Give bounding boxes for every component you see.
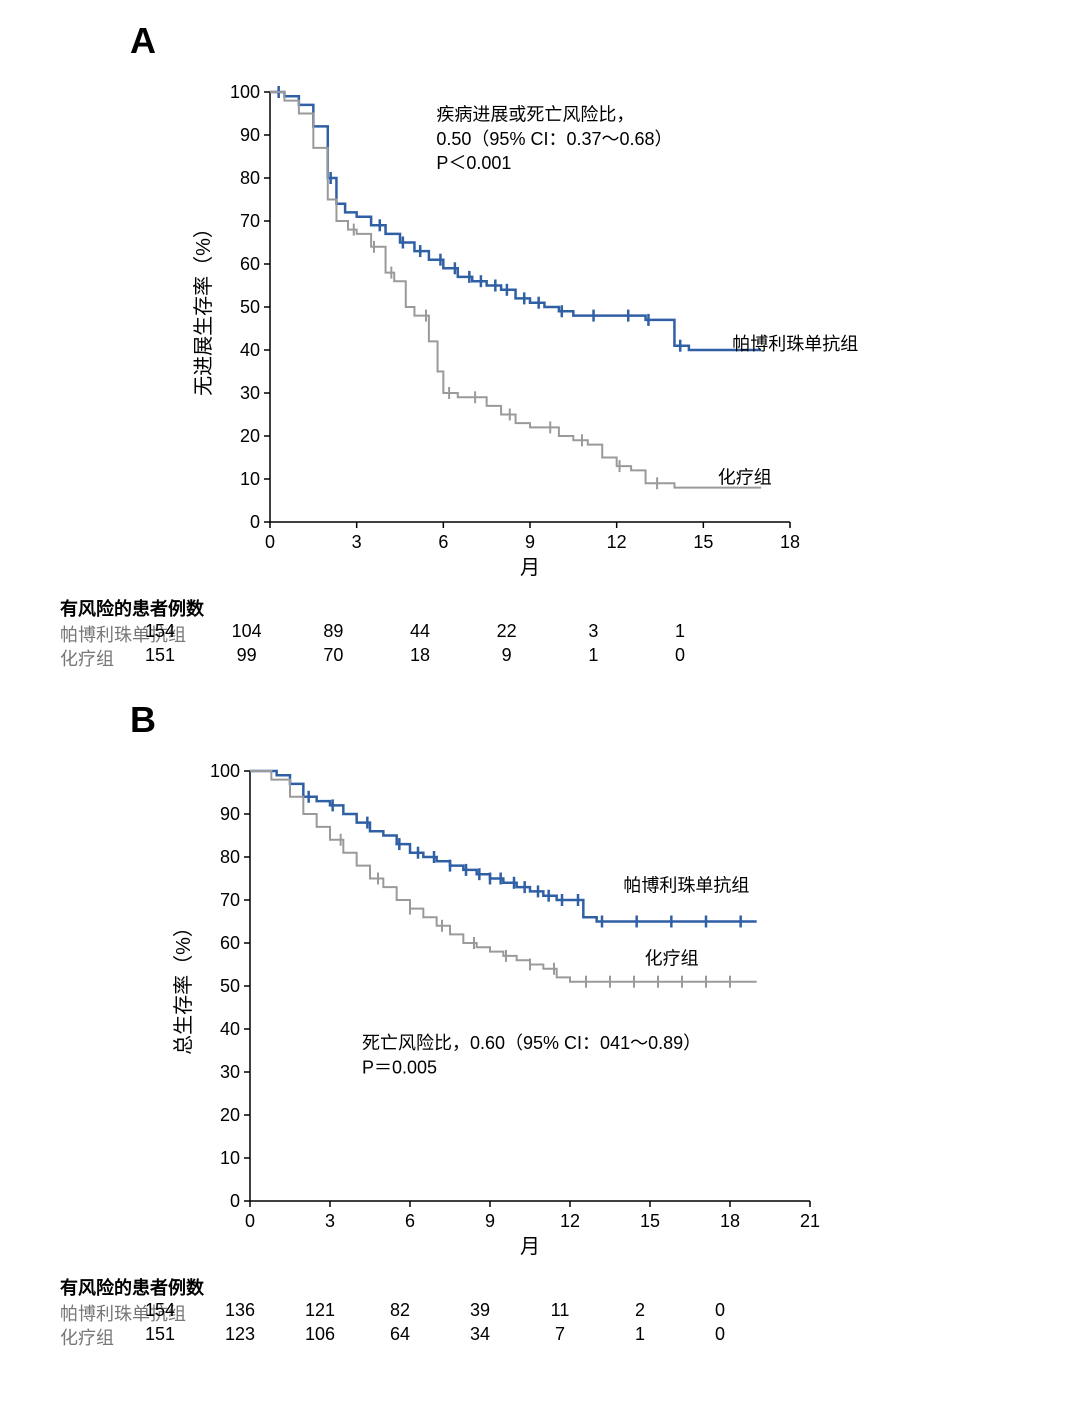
svg-text:月: 月 <box>520 1236 540 1258</box>
svg-text:帕博利珠单抗组: 帕博利珠单抗组 <box>623 875 749 895</box>
svg-text:20: 20 <box>240 426 260 446</box>
risk-cell: 2 <box>635 1300 645 1321</box>
svg-text:30: 30 <box>220 1062 240 1082</box>
svg-text:12: 12 <box>607 532 627 552</box>
svg-text:疾病进展或死亡风险比，: 疾病进展或死亡风险比， <box>436 105 634 125</box>
risk-row-label: 化疗组 <box>60 1324 114 1350</box>
svg-text:无进展生存率（%）: 无进展生存率（%） <box>192 218 215 396</box>
svg-text:10: 10 <box>240 469 260 489</box>
risk-cell: 64 <box>390 1324 410 1345</box>
risk-cell: 154 <box>145 1300 175 1321</box>
risk-cell: 9 <box>502 645 512 666</box>
panel-a: A 01020304050607080901000369121518月无进展生存… <box>40 20 1040 669</box>
svg-text:帕博利珠单抗组: 帕博利珠单抗组 <box>732 334 858 354</box>
svg-text:60: 60 <box>220 933 240 953</box>
svg-text:0: 0 <box>230 1191 240 1211</box>
risk-cell: 0 <box>715 1324 725 1345</box>
svg-text:21: 21 <box>800 1211 820 1231</box>
risk-cell: 34 <box>470 1324 490 1345</box>
risk-table-title: 有风险的患者例数 <box>60 1274 860 1300</box>
svg-text:40: 40 <box>240 340 260 360</box>
svg-text:60: 60 <box>240 254 260 274</box>
svg-text:6: 6 <box>405 1211 415 1231</box>
risk-table-row: 帕博利珠单抗组15413612182391120 <box>40 1300 860 1324</box>
risk-cell: 44 <box>410 621 430 642</box>
risk-cell: 18 <box>410 645 430 666</box>
svg-text:40: 40 <box>220 1019 240 1039</box>
svg-text:100: 100 <box>230 82 260 102</box>
panel-a-risk-table: 有风险的患者例数帕博利珠单抗组15410489442231化疗组15199701… <box>40 595 820 669</box>
risk-cell: 1 <box>675 621 685 642</box>
risk-cell: 70 <box>323 645 343 666</box>
risk-cell: 7 <box>555 1324 565 1345</box>
svg-text:90: 90 <box>240 125 260 145</box>
svg-text:70: 70 <box>240 211 260 231</box>
svg-text:0: 0 <box>265 532 275 552</box>
risk-cell: 121 <box>305 1300 335 1321</box>
panel-b-label: B <box>130 699 1040 741</box>
risk-cell: 11 <box>551 1300 570 1321</box>
svg-text:月: 月 <box>520 557 540 579</box>
risk-cell: 22 <box>497 621 517 642</box>
risk-cell: 1 <box>635 1324 645 1345</box>
svg-text:9: 9 <box>525 532 535 552</box>
risk-cell: 106 <box>305 1324 335 1345</box>
risk-cell: 104 <box>232 621 262 642</box>
svg-text:90: 90 <box>220 804 240 824</box>
svg-text:18: 18 <box>780 532 800 552</box>
svg-text:50: 50 <box>220 976 240 996</box>
svg-text:0: 0 <box>245 1211 255 1231</box>
panel-spacer <box>40 669 1040 699</box>
svg-text:9: 9 <box>485 1211 495 1231</box>
svg-text:30: 30 <box>240 383 260 403</box>
risk-cell: 3 <box>588 621 598 642</box>
svg-text:P＝0.005: P＝0.005 <box>362 1057 437 1077</box>
svg-text:总生存率（%）: 总生存率（%） <box>172 917 195 1055</box>
svg-text:15: 15 <box>640 1211 660 1231</box>
risk-cell: 82 <box>390 1300 410 1321</box>
svg-text:0: 0 <box>250 512 260 532</box>
svg-text:6: 6 <box>438 532 448 552</box>
risk-cell: 123 <box>225 1324 255 1345</box>
svg-text:10: 10 <box>220 1148 240 1168</box>
risk-cell: 154 <box>145 621 175 642</box>
svg-text:80: 80 <box>240 168 260 188</box>
panel-b-chart: 0 10 20 30 40 50 60 70 80 90 100 0 3 6 9 12 15 18 21 月 总生存率（… <box>130 741 950 1266</box>
risk-table-title: 有风险的患者例数 <box>60 595 820 621</box>
risk-table-row: 帕博利珠单抗组15410489442231 <box>40 621 820 645</box>
risk-cell: 151 <box>145 645 175 666</box>
svg-text:化疗组: 化疗组 <box>645 949 699 969</box>
risk-cell: 0 <box>715 1300 725 1321</box>
svg-text:50: 50 <box>240 297 260 317</box>
panel-b: B 0102030405060708090100036912151821月总生存… <box>40 699 1040 1348</box>
svg-text:80: 80 <box>220 847 240 867</box>
svg-text:3: 3 <box>352 532 362 552</box>
panel-a-chart: 0 10 20 30 40 50 60 70 80 90 100 0 3 6 9 12 15 18 月 无进展生存率（… <box>150 62 930 587</box>
figure-page: A 01020304050607080901000369121518月无进展生存… <box>0 0 1080 1388</box>
risk-cell: 151 <box>145 1324 175 1345</box>
risk-cell: 1 <box>588 645 598 666</box>
risk-cell: 99 <box>237 645 257 666</box>
svg-text:12: 12 <box>560 1211 580 1231</box>
risk-table-row: 化疗组 151 123 106 64 34 7 1 0 <box>40 1324 860 1348</box>
svg-text:70: 70 <box>220 890 240 910</box>
svg-text:0.50（95% CI：0.37～0.68）: 0.50（95% CI：0.37～0.68） <box>436 129 672 149</box>
risk-cell: 89 <box>323 621 343 642</box>
risk-row-label: 化疗组 <box>60 645 114 671</box>
risk-cell: 136 <box>225 1300 255 1321</box>
risk-cell: 0 <box>675 645 685 666</box>
svg-text:3: 3 <box>325 1211 335 1231</box>
panel-b-risk-table: 有风险的患者例数帕博利珠单抗组15413612182391120化疗组15112… <box>40 1274 860 1348</box>
svg-text:20: 20 <box>220 1105 240 1125</box>
risk-table-row: 化疗组 151 99 70 18 9 1 0 <box>40 645 820 669</box>
panel-a-label: A <box>130 20 1040 62</box>
svg-text:100: 100 <box>210 761 240 781</box>
svg-text:死亡风险比，0.60（95% CI：041～0.89）: 死亡风险比，0.60（95% CI：041～0.89） <box>362 1033 701 1053</box>
svg-text:化疗组: 化疗组 <box>718 467 772 487</box>
svg-text:18: 18 <box>720 1211 740 1231</box>
svg-text:15: 15 <box>693 532 713 552</box>
svg-text:P＜0.001: P＜0.001 <box>436 153 511 173</box>
risk-cell: 39 <box>470 1300 490 1321</box>
